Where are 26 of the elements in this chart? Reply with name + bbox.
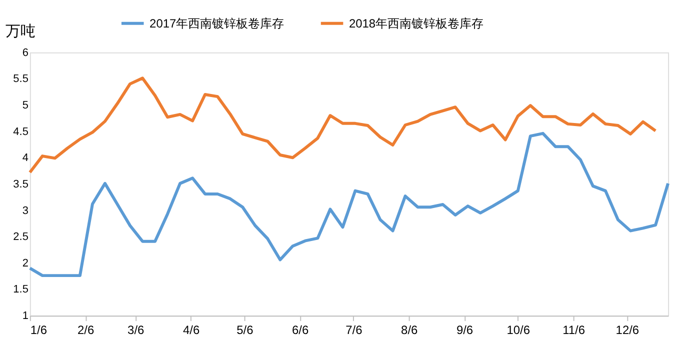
y-axis-title: 万吨 [5,22,36,40]
y-tick-label: 6 [22,46,28,59]
y-tick-label: 4.5 [13,126,28,138]
x-tick-label: 1/6 [30,323,48,338]
x-tick-label: 3/6 [128,323,145,338]
y-tick-label: 4 [22,152,28,164]
x-tick-label: 2/6 [78,323,94,338]
y-tick-label: 3 [22,204,28,217]
x-tick-label: 11/6 [562,323,586,338]
x-tick-label: 6/6 [292,323,309,338]
y-tick-label: 1 [22,310,28,322]
x-tick-label: 7/6 [346,323,363,338]
y-tick-label: 2.5 [13,231,28,244]
y-tick-label: 5 [22,99,28,112]
x-tick-label: 9/6 [456,323,474,338]
x-tick-label: 5/6 [236,323,254,338]
x-tick-label: 8/6 [401,323,418,338]
legend-label: 2018年西南镀锌板卷库存 [348,16,484,30]
y-tick-label: 1.5 [13,284,28,296]
x-tick-label: 12/6 [616,323,640,338]
y-tick-label: 5.5 [13,73,28,86]
y-tick-label: 3.5 [13,178,28,190]
x-tick-label: 4/6 [182,323,200,338]
legend-label: 2017年西南镀锌板卷库存 [150,16,284,30]
y-tick-label: 2 [22,257,28,270]
x-tick-label: 10/6 [506,323,530,338]
